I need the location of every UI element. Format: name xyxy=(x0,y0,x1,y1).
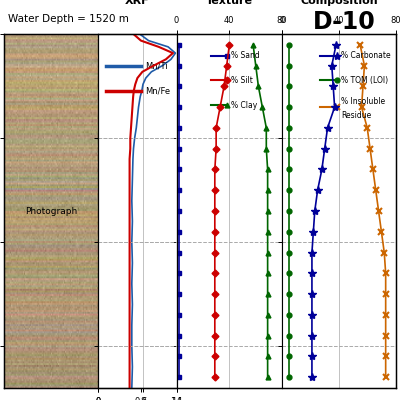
Text: Residue: Residue xyxy=(341,111,371,120)
Text: % Silt: % Silt xyxy=(232,76,253,85)
Text: Photograph: Photograph xyxy=(25,206,78,216)
Text: D-10: D-10 xyxy=(313,10,375,34)
Text: % Sand: % Sand xyxy=(232,51,260,60)
Text: % Clay: % Clay xyxy=(232,100,258,110)
Text: % TOM (LOI): % TOM (LOI) xyxy=(341,76,388,85)
Text: Water Depth = 1520 m: Water Depth = 1520 m xyxy=(8,14,129,24)
Text: Composition: Composition xyxy=(300,0,378,6)
Text: Mn/Ti: Mn/Ti xyxy=(145,62,168,71)
Text: Texture: Texture xyxy=(206,0,253,6)
Text: Mn/Fe: Mn/Fe xyxy=(145,86,170,96)
Text: % Insoluble: % Insoluble xyxy=(341,97,385,106)
Text: XRF: XRF xyxy=(125,0,150,6)
Text: % Carbonate: % Carbonate xyxy=(341,51,391,60)
